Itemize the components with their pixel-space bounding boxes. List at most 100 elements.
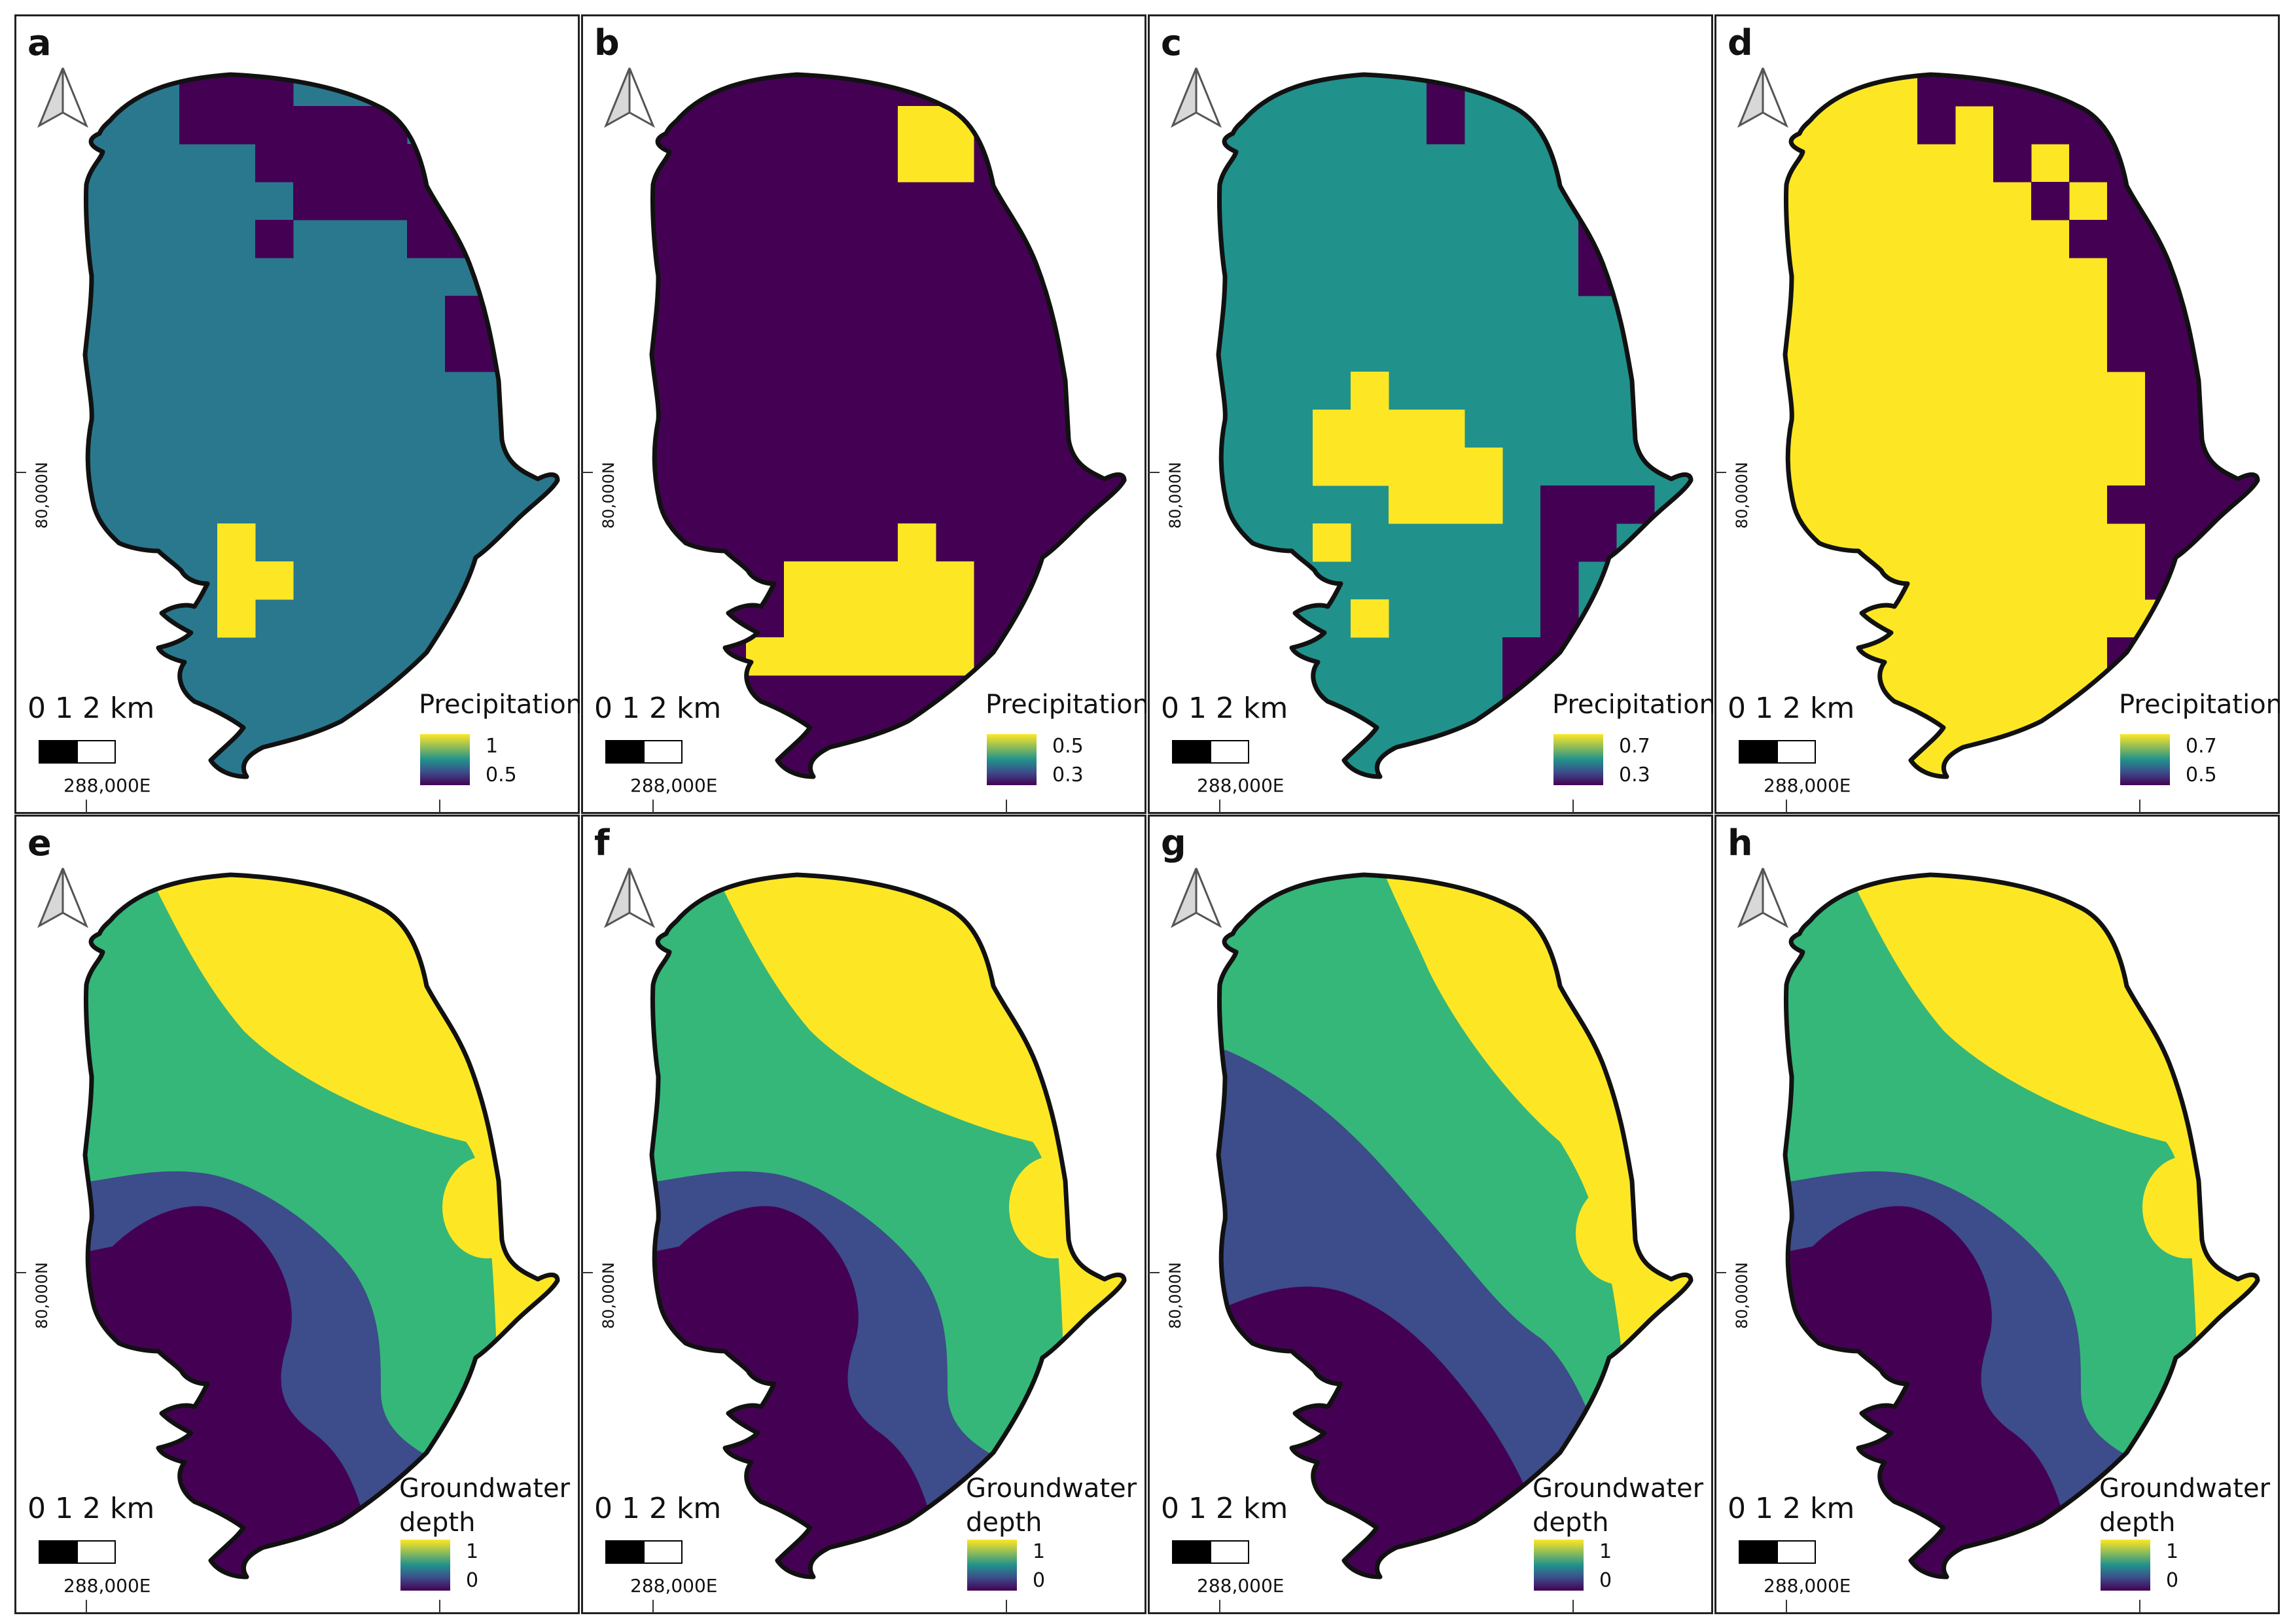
raster-cell-high — [822, 637, 861, 676]
easting-label: 288,000E — [1197, 1575, 1284, 1597]
northing-label: 80,000N — [33, 462, 51, 529]
raster-cell-high — [898, 599, 936, 638]
raster-cell-high — [1389, 485, 1427, 524]
legend-title: depth — [1533, 1508, 1608, 1538]
raster-cell-high — [217, 599, 256, 638]
panel-letter: a — [27, 22, 51, 63]
legend: Precipitation 1 0.5 — [419, 690, 580, 786]
map-svg-g: g 80,000N 0 1 2 km 288,000E Groundwater depth… — [1148, 815, 1713, 1614]
legend-tick: 1 — [1599, 1540, 1612, 1563]
scale-label: 0 1 2 km — [594, 1492, 721, 1525]
raster-cell-low — [2145, 485, 2184, 524]
island-outline — [649, 872, 1127, 1580]
northing-label: 80,000N — [599, 1262, 618, 1329]
north-arrow-icon — [1170, 67, 1222, 128]
map-panel-e: e 80,000N 0 1 2 km 288,000E Groundwater depth… — [14, 815, 580, 1614]
raster-cell-low — [1502, 637, 1541, 676]
legend: Precipitation 0.7 0.5 — [2119, 690, 2280, 786]
scale-bar — [605, 740, 683, 764]
legend-tick: 1 — [486, 735, 498, 758]
raster-cell-low — [369, 144, 408, 183]
raster-cell-high — [1427, 448, 1465, 486]
legend-tick: 1 — [466, 1540, 478, 1563]
northing-label: 80,000N — [33, 1262, 51, 1329]
map-svg-f: f 80,000N 0 1 2 km 288,000E Groundwater depth… — [581, 815, 1146, 1614]
raster-cell-high — [936, 144, 974, 183]
raster-cell-low — [2145, 334, 2184, 372]
legend: Precipitation 0.7 0.3 — [1552, 690, 1713, 786]
legend-colorbar — [987, 734, 1037, 785]
map-svg-h: h 80,000N 0 1 2 km 288,000E Groundwater depth… — [1714, 815, 2280, 1614]
raster-cell-low — [1540, 523, 1579, 562]
map-panel-g: g 80,000N 0 1 2 km 288,000E Groundwater depth… — [1148, 815, 1713, 1614]
raster-cell-high — [898, 561, 936, 600]
raster-cell-high — [898, 106, 936, 145]
raster-cell-high — [860, 637, 898, 676]
scale-label: 0 1 2 km — [27, 692, 154, 725]
legend-title: Precipitation — [985, 690, 1146, 720]
raster-cell-low — [445, 296, 484, 334]
raster-cell-low — [2145, 372, 2184, 410]
raster-cell-high — [1313, 448, 1351, 486]
raster-cell-high — [217, 523, 256, 562]
raster-cell-high — [936, 599, 974, 638]
legend-tick: 0.5 — [2186, 764, 2217, 786]
scale-label: 0 1 2 km — [1161, 692, 1288, 725]
raster-cell-high — [1351, 410, 1389, 448]
raster-cell-low — [1578, 485, 1617, 524]
legend-tick: 0.7 — [2186, 735, 2217, 758]
raster-cell-high — [1313, 410, 1351, 448]
legend-colorbar — [2101, 1540, 2150, 1591]
raster-cell-low — [331, 144, 370, 183]
map-svg-c: c 80,000N 0 1 2 km 288,000E Precipitation 0.7… — [1148, 14, 1713, 814]
raster-cell-low — [1917, 75, 1956, 107]
legend-colorbar — [2120, 734, 2170, 785]
raster-cell-low — [2107, 220, 2146, 258]
island-outline — [1216, 872, 1694, 1580]
scale-bar — [1739, 1540, 1816, 1564]
raster-cell-low — [217, 106, 256, 145]
map-panel-b: b 80,000N 0 1 2 km 288,000E Precipitation 0.5… — [581, 14, 1146, 814]
easting-label: 288,000E — [630, 775, 717, 796]
raster-cell-low — [2069, 220, 2108, 258]
raster-cell-high — [860, 599, 898, 638]
north-arrow-icon — [1737, 67, 1789, 128]
legend-tick: 0 — [1033, 1569, 1045, 1592]
raster-cell-high — [784, 637, 823, 676]
map-svg-d: d 80,000N 0 1 2 km 288,000E Precipitation 0.7… — [1714, 14, 2280, 814]
raster-cell-low — [2183, 485, 2222, 524]
raster-cell-low — [2145, 410, 2184, 448]
legend-colorbar — [1553, 734, 1603, 785]
legend-colorbar — [400, 1540, 450, 1591]
island-outline — [649, 72, 1127, 779]
raster-cell-high — [746, 637, 785, 676]
raster-cell-high — [1464, 448, 1503, 486]
scale-label: 0 1 2 km — [1161, 1492, 1288, 1525]
raster-cell-high — [1389, 410, 1427, 448]
raster-cell-high — [898, 523, 936, 562]
raster-cell-low — [293, 144, 332, 183]
scale-bar — [1739, 740, 1816, 764]
raster-cell-high — [1351, 372, 1389, 410]
map-panel-d: d 80,000N 0 1 2 km 288,000E Precipitation 0.7… — [1714, 14, 2280, 814]
panel-letter: h — [1728, 822, 1752, 864]
raster-cell-high — [1427, 410, 1465, 448]
raster-cell-low — [255, 220, 294, 258]
raster-cell-low — [1993, 106, 2032, 145]
scale-label: 0 1 2 km — [1728, 1492, 1854, 1525]
raster-cell-high — [898, 637, 936, 676]
northing-label: 80,000N — [1733, 1262, 1751, 1329]
scale-bar — [39, 1540, 116, 1564]
raster-cell-low — [1993, 144, 2032, 183]
raster-cell-high — [822, 561, 861, 600]
raster-cell-high — [1313, 523, 1351, 562]
map-svg-e: e 80,000N 0 1 2 km 288,000E Groundwater depth… — [14, 815, 580, 1614]
raster-cell-high — [784, 599, 823, 638]
north-arrow-icon — [37, 868, 89, 928]
raster-cell-low — [217, 75, 256, 107]
legend-tick: 0.3 — [1052, 764, 1084, 786]
scale-label: 0 1 2 km — [594, 692, 721, 725]
north-arrow-icon — [603, 67, 656, 128]
